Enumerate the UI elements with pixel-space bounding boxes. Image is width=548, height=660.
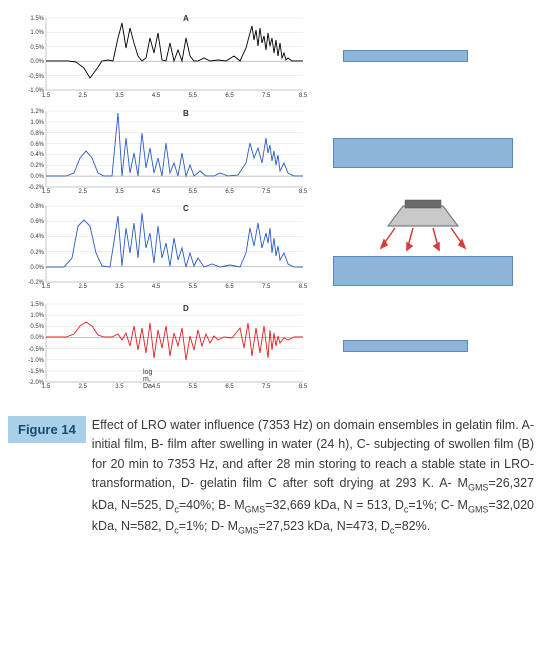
thick-slab-b (333, 138, 513, 168)
svg-text:0.4%: 0.4% (30, 152, 44, 158)
svg-text:-0.5%: -0.5% (28, 347, 44, 353)
svg-text:8.5: 8.5 (299, 284, 308, 288)
svg-text:5.5: 5.5 (189, 93, 198, 98)
svg-text:6.5: 6.5 (225, 189, 234, 193)
svg-text:0.0%: 0.0% (30, 335, 44, 341)
svg-text:5.5: 5.5 (189, 284, 198, 288)
svg-text:0.6%: 0.6% (30, 219, 44, 225)
svg-text:5.5: 5.5 (189, 189, 198, 193)
svg-text:3.5: 3.5 (115, 93, 124, 98)
svg-text:-1.5%: -1.5% (28, 369, 44, 375)
svg-text:1.5: 1.5 (42, 284, 51, 288)
panel-a-label: A (183, 14, 189, 23)
svg-text:7.5: 7.5 (262, 284, 271, 288)
svg-text:1.5: 1.5 (42, 384, 51, 388)
svg-text:6.5: 6.5 (225, 384, 234, 388)
charts-area: -1.0% -0.5% 0.0% 0.5% 1.0% 1.5% 1.5 2.5 3.… (8, 8, 540, 398)
svg-text:6.5: 6.5 (225, 93, 234, 98)
svg-text:0.4%: 0.4% (30, 234, 44, 240)
svg-text:3.5: 3.5 (115, 284, 124, 288)
svg-text:1.5%: 1.5% (30, 16, 44, 22)
svg-text:4.5: 4.5 (152, 189, 161, 193)
trace-a (46, 23, 303, 78)
svg-text:3.5: 3.5 (115, 189, 124, 193)
svg-text:0.5%: 0.5% (30, 45, 44, 51)
chart-b: -0.2%0.0%0.2% 0.4%0.6%0.8% 1.0%1.2% 1.52… (18, 103, 308, 193)
svg-text:0.8%: 0.8% (30, 131, 44, 137)
svg-text:7.5: 7.5 (262, 189, 271, 193)
chart-a: -1.0% -0.5% 0.0% 0.5% 1.0% 1.5% 1.52.53.… (18, 8, 308, 98)
chart-a-grid (46, 18, 303, 90)
illustration-c (333, 198, 513, 288)
svg-text:8.5: 8.5 (299, 384, 308, 388)
svg-text:3.5: 3.5 (115, 384, 124, 388)
svg-text:0.6%: 0.6% (30, 142, 44, 148)
illustration-a (333, 8, 513, 98)
svg-text:1.5: 1.5 (42, 93, 51, 98)
svg-text:8.5: 8.5 (299, 189, 308, 193)
svg-text:1.0%: 1.0% (30, 120, 44, 126)
illustration-d (333, 298, 513, 388)
svg-text:0.5%: 0.5% (30, 324, 44, 330)
trace-d (46, 322, 303, 360)
thick-slab-c (333, 256, 513, 286)
svg-text:6.5: 6.5 (225, 284, 234, 288)
svg-text:1.5%: 1.5% (30, 302, 44, 308)
svg-text:7.5: 7.5 (262, 384, 271, 388)
thin-slab-d (343, 340, 468, 352)
svg-text:2.5: 2.5 (79, 189, 88, 193)
chart-d: -2.0%-1.5%-1.0% -0.5%0.0%0.5% 1.0%1.5% 1… (18, 298, 308, 388)
trace-b (46, 113, 303, 176)
figure-label: Figure 14 (8, 416, 86, 443)
svg-text:7.5: 7.5 (262, 93, 271, 98)
svg-text:1.2%: 1.2% (30, 109, 44, 115)
illustration-b (333, 103, 513, 193)
svg-text:4.5: 4.5 (152, 384, 161, 388)
panel-c-label: C (183, 204, 189, 213)
svg-text:0.0%: 0.0% (30, 174, 44, 180)
svg-text:1.0%: 1.0% (30, 30, 44, 36)
svg-text:8.5: 8.5 (299, 93, 308, 98)
panel-d-label: D (183, 304, 189, 313)
caption-text: Effect of LRO water influence (7353 Hz) … (92, 416, 540, 538)
svg-text:0.2%: 0.2% (30, 163, 44, 169)
svg-text:0.8%: 0.8% (30, 204, 44, 210)
panel-b-label: B (183, 109, 189, 118)
svg-text:5.5: 5.5 (189, 384, 198, 388)
thin-slab-a (343, 50, 468, 62)
svg-text:-1.0%: -1.0% (28, 358, 44, 364)
svg-text:0.2%: 0.2% (30, 250, 44, 256)
x-axis-label: log m, Da (143, 369, 152, 390)
svg-text:2.5: 2.5 (79, 384, 88, 388)
svg-text:2.5: 2.5 (79, 284, 88, 288)
svg-text:4.5: 4.5 (152, 284, 161, 288)
svg-text:-0.5%: -0.5% (28, 74, 44, 80)
svg-text:0.0%: 0.0% (30, 59, 44, 65)
svg-text:0.0%: 0.0% (30, 265, 44, 271)
svg-text:1.0%: 1.0% (30, 313, 44, 319)
svg-text:2.5: 2.5 (79, 93, 88, 98)
chart-c: -0.2%0.0%0.2% 0.4%0.6%0.8% 1.52.53.5 4.5… (18, 198, 308, 288)
svg-text:4.5: 4.5 (152, 93, 161, 98)
svg-text:1.5: 1.5 (42, 189, 51, 193)
caption-area: Figure 14 Effect of LRO water influence … (8, 416, 540, 538)
